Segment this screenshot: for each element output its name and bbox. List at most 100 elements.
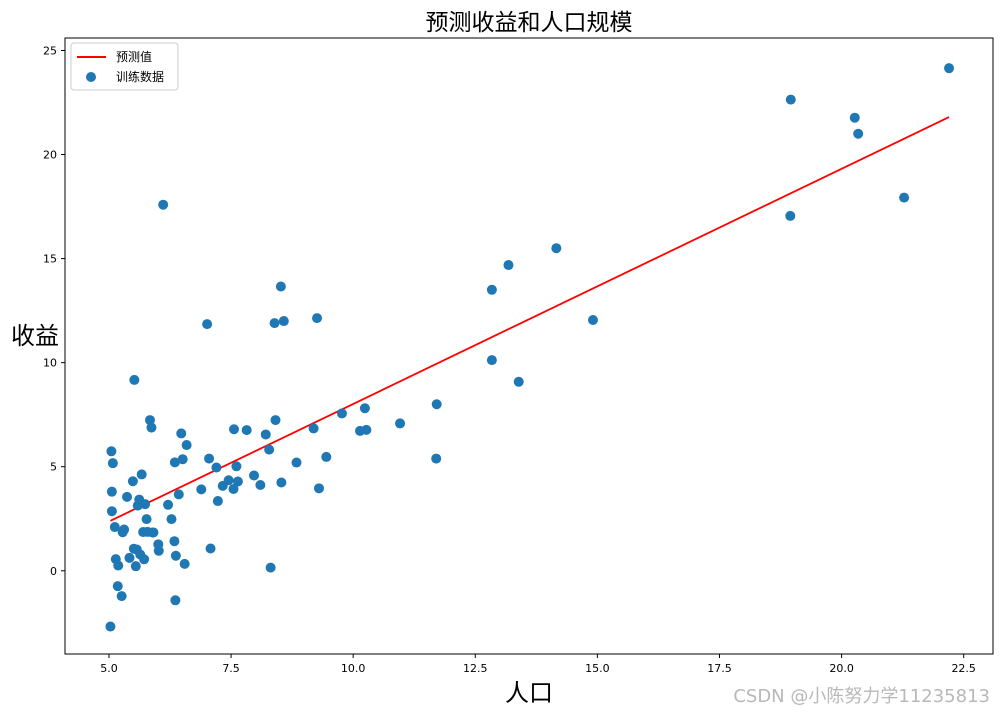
data-point (107, 458, 118, 469)
data-point (170, 595, 181, 606)
data-point (265, 562, 276, 573)
data-point (336, 408, 347, 419)
data-point (141, 514, 152, 525)
data-point (112, 581, 123, 592)
data-point (275, 281, 286, 292)
data-point (119, 524, 130, 535)
x-tick-label: 5.0 (100, 662, 118, 675)
data-point (136, 469, 147, 480)
data-point (202, 319, 213, 330)
x-tick-label: 12.5 (463, 662, 488, 675)
y-tick-label: 20 (43, 149, 57, 162)
data-point (899, 192, 910, 203)
legend: 预测值 训练数据 (70, 42, 179, 91)
x-tick-label: 17.5 (707, 662, 732, 675)
data-point (785, 94, 796, 105)
data-point (146, 422, 157, 433)
plot-area: 5.0 7.5 10.0 12.5 15.0 17.5 20.0 22.5 0 5 10 15 20 25 (43, 37, 994, 675)
data-point (105, 621, 116, 632)
y-axis-label: 收益 (11, 322, 59, 350)
data-point (144, 415, 155, 426)
data-point (395, 418, 406, 429)
data-point (177, 454, 188, 465)
data-point (228, 483, 239, 494)
data-point (276, 477, 287, 488)
data-point (179, 558, 190, 569)
data-point (278, 316, 289, 327)
data-point (944, 63, 955, 74)
data-point (260, 429, 271, 440)
data-point (431, 399, 442, 410)
legend-label-prediction: 预测值 (116, 49, 152, 64)
data-point (241, 425, 252, 436)
data-point (130, 561, 141, 572)
data-point (211, 462, 222, 473)
x-tick-label: 15.0 (585, 662, 610, 675)
data-point (140, 499, 151, 510)
data-point (359, 403, 370, 414)
data-point (106, 506, 117, 517)
data-point (176, 428, 187, 439)
data-point (109, 522, 120, 533)
y-tick-label: 5 (50, 461, 57, 474)
data-point (163, 499, 174, 510)
x-tick-label: 7.5 (222, 662, 240, 675)
data-point (361, 424, 372, 435)
data-point (169, 457, 180, 468)
data-point (212, 496, 223, 507)
data-point (153, 545, 164, 556)
data-point (486, 355, 497, 366)
data-point (122, 491, 133, 502)
data-point (269, 318, 280, 329)
data-point (158, 199, 169, 210)
data-point (312, 313, 323, 324)
data-point (853, 128, 864, 139)
data-point (270, 415, 281, 426)
data-point (513, 376, 524, 387)
legend-box (70, 42, 179, 91)
data-point (169, 536, 180, 547)
data-point (486, 284, 497, 295)
data-point (551, 243, 562, 254)
watermark: CSDN @小陈努力学11235813 (733, 686, 990, 707)
data-point (166, 514, 177, 525)
x-axis-label: 人口 (505, 679, 553, 707)
data-point (170, 550, 181, 561)
data-point (181, 440, 192, 451)
y-tick-label: 10 (43, 357, 57, 370)
data-point (129, 374, 140, 385)
legend-marker-swatch (86, 72, 96, 82)
data-point (503, 260, 514, 271)
data-point (431, 453, 442, 464)
data-point (113, 560, 124, 571)
data-point (231, 461, 242, 472)
data-point (291, 457, 302, 468)
data-point (205, 543, 216, 554)
data-point (223, 475, 234, 486)
data-point (232, 476, 243, 487)
chart-title: 预测收益和人口规模 (426, 10, 633, 36)
legend-label-training: 训练数据 (116, 69, 164, 84)
data-point (264, 444, 275, 455)
y-tick-label: 0 (50, 565, 57, 578)
data-point (313, 483, 324, 494)
data-point (204, 453, 215, 464)
data-point (139, 554, 150, 565)
data-point (587, 314, 598, 325)
data-point (173, 489, 184, 500)
data-point (255, 480, 266, 491)
data-point (148, 527, 159, 538)
prediction-line (110, 116, 950, 522)
data-point (106, 446, 117, 457)
data-point (228, 424, 239, 435)
data-point (116, 591, 127, 602)
x-tick-label: 20.0 (829, 662, 854, 675)
training-points-layer (105, 63, 955, 632)
prediction-line-layer (110, 116, 950, 522)
y-tick-label: 15 (43, 253, 57, 266)
data-point (106, 486, 117, 497)
data-point (321, 451, 332, 462)
data-point (196, 484, 207, 495)
x-tick-label: 10.0 (341, 662, 366, 675)
